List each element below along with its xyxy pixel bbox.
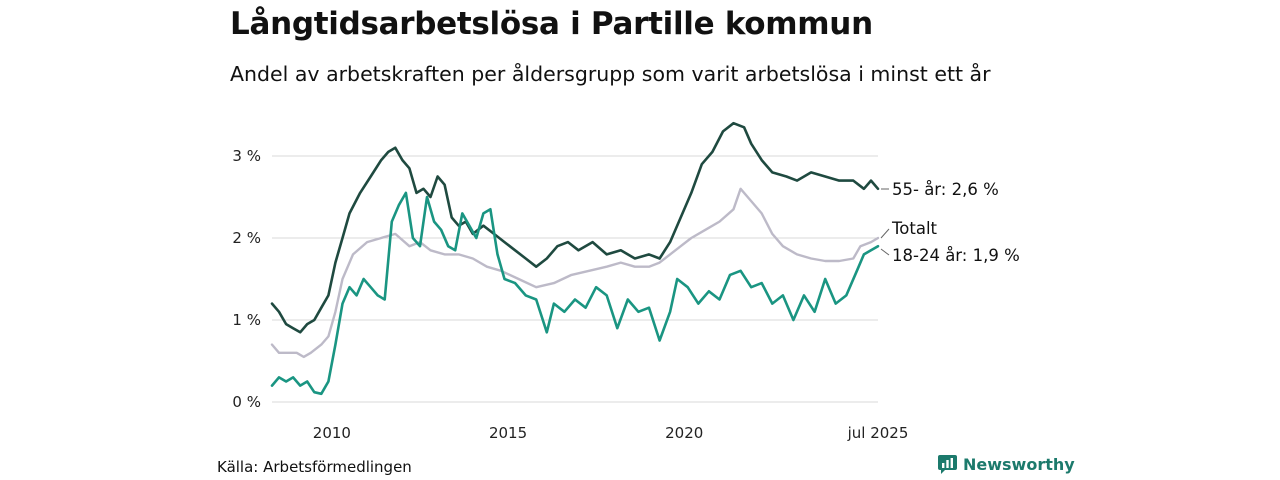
series-end-label-1: 55- år: 2,6 % [892,180,999,199]
y-tick-label: 3 % [232,147,261,165]
newsworthy-logo-icon [938,455,957,474]
x-tick-label: 2020 [665,424,703,442]
y-tick-label: 2 % [232,229,261,247]
end-labels: Totalt 55- år: 2,6 % 18-24 år: 1,9 % [880,180,1020,265]
chart-title: Långtidsarbetslösa i Partille kommun [230,6,873,42]
brand-name: Newsworthy [963,455,1075,474]
series-layer [270,121,880,396]
x-tick-label: 2010 [313,424,351,442]
y-axis-labels: 0 % 1 % 2 % 3 % [232,147,261,411]
series-line-0 [270,187,880,359]
series-end-label-2: 18-24 år: 1,9 % [892,246,1020,265]
series-line-2 [270,191,880,396]
chart-subtitle: Andel av arbetskraften per åldersgrupp s… [230,62,991,86]
x-tick-label: jul 2025 [847,424,909,442]
end-label-leader-2 [880,248,890,256]
source-note: Källa: Arbetsförmedlingen [217,458,412,476]
series-end-label-0: Totalt [891,219,938,238]
brand-logo[interactable]: Newsworthy [938,455,1075,474]
x-tick-label: 2015 [489,424,527,442]
y-tick-label: 0 % [232,393,261,411]
y-tick-label: 1 % [232,311,261,329]
series-line-1 [270,121,880,334]
x-axis-labels: 2010 2015 2020 jul 2025 [313,424,909,442]
end-label-leader-0 [880,228,890,239]
